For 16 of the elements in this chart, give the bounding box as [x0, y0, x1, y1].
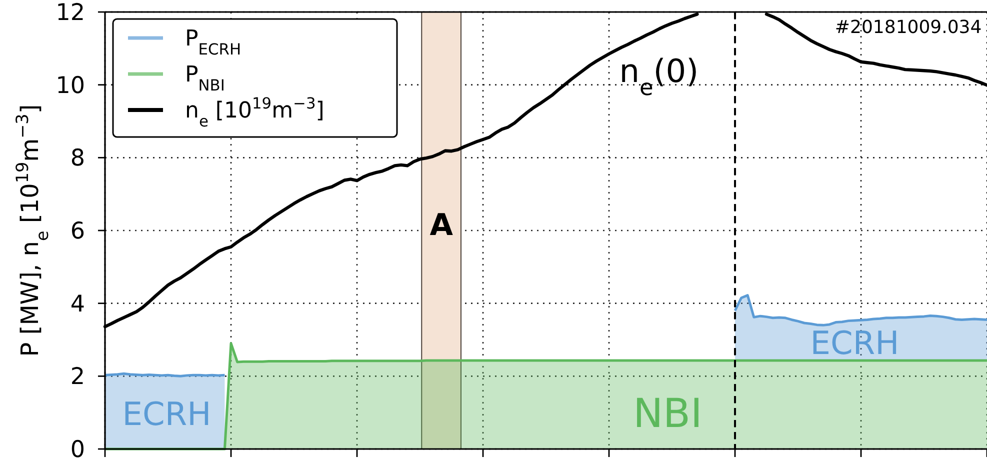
annotation: NBI	[633, 391, 702, 438]
y-tick-label: 2	[70, 364, 85, 390]
legend-label: P$_{ECRH}$	[185, 26, 242, 59]
annotation: A	[430, 208, 454, 243]
y-tick-label: 6	[70, 218, 85, 245]
annotation: ECRH	[810, 324, 900, 362]
annotation: n$_{e}$(0)	[619, 52, 699, 101]
y-tick-label: 12	[56, 0, 85, 26]
annotation: #20181009.034	[834, 16, 982, 38]
y-tick-label: 10	[56, 72, 85, 99]
y-tick-label: 8	[70, 146, 85, 172]
y-tick-label: 4	[70, 291, 85, 318]
annotation: ECRH	[122, 394, 212, 433]
legend-label: n$_{e}$ [10$^{19}$m$^{−3}$]	[185, 94, 324, 131]
y-tick-label: 0	[70, 437, 85, 462]
legend-label: P$_{NBI}$	[185, 62, 225, 95]
